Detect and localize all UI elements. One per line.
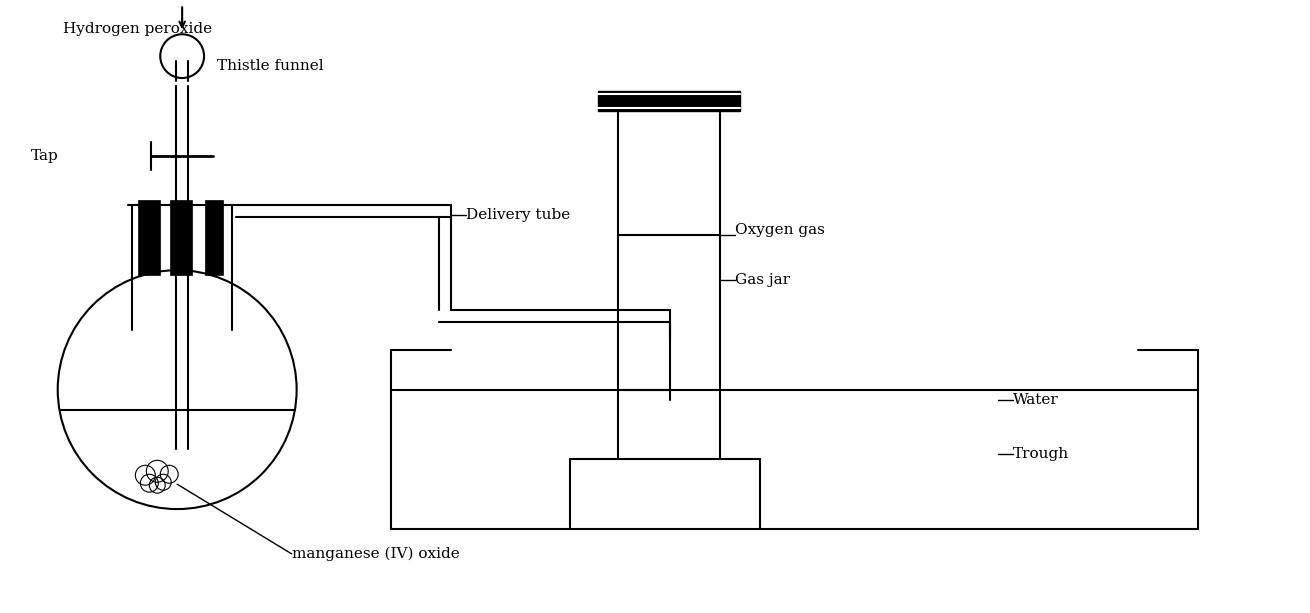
Bar: [206, 200, 223, 275]
Bar: [139, 200, 160, 275]
Text: manganese (IV) oxide: manganese (IV) oxide: [292, 547, 460, 561]
Text: Water: Water: [1014, 392, 1058, 406]
Bar: [599, 91, 740, 111]
Bar: [170, 200, 193, 275]
Text: Trough: Trough: [1014, 447, 1069, 462]
Text: Thistle funnel: Thistle funnel: [217, 59, 324, 73]
Text: Gas jar: Gas jar: [735, 273, 790, 287]
Text: Tap: Tap: [31, 149, 59, 162]
Text: Oxygen gas: Oxygen gas: [735, 223, 824, 237]
Text: Hydrogen peroxide: Hydrogen peroxide: [63, 22, 212, 36]
Text: Delivery tube: Delivery tube: [466, 208, 570, 223]
